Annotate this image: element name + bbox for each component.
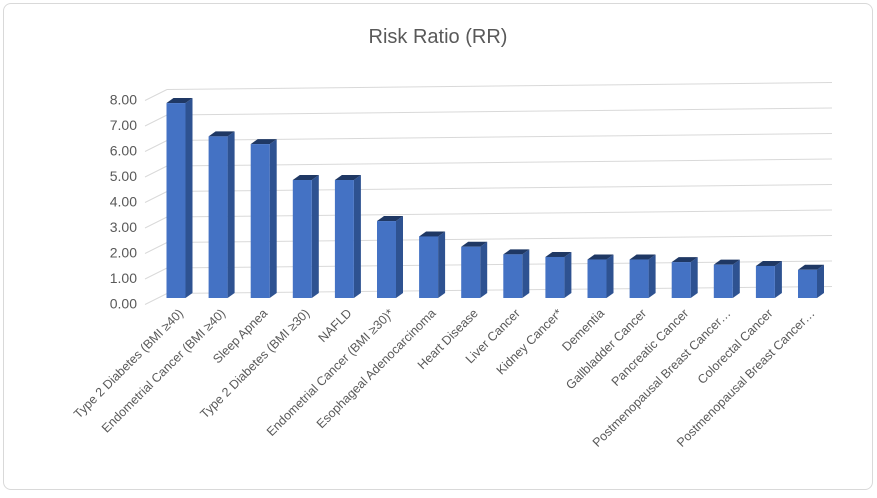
- bar: [755, 265, 775, 298]
- gridline-diagonal: [144, 89, 168, 101]
- bar-top-face: [419, 231, 446, 237]
- bar: [166, 103, 186, 298]
- bar-side-face: [606, 254, 614, 298]
- bar: [461, 246, 481, 298]
- bar-top-face: [671, 257, 698, 263]
- gridline: [166, 158, 833, 167]
- bar-top-face: [587, 254, 614, 260]
- gridline-diagonal: [144, 216, 168, 229]
- bar: [334, 180, 354, 298]
- gridline-diagonal: [144, 191, 168, 203]
- bar-side-face: [564, 251, 572, 298]
- bar: [292, 180, 312, 298]
- y-axis-tick-label: 4.00: [110, 193, 137, 209]
- bar-top-face: [755, 260, 782, 266]
- bar: [545, 256, 565, 298]
- bar-side-face: [774, 260, 782, 298]
- bar: [629, 259, 649, 298]
- y-axis-tick-label: 2.00: [110, 244, 137, 260]
- bar-top-face: [334, 175, 361, 181]
- bar-side-face: [480, 241, 488, 298]
- bar-side-face: [817, 264, 824, 298]
- bar-top-face: [545, 251, 572, 257]
- y-axis-tick-label: 1.00: [110, 270, 137, 286]
- bar: [587, 259, 607, 298]
- bar-top-face: [377, 216, 403, 222]
- bar: [419, 236, 439, 298]
- gridline: [166, 235, 833, 243]
- bar: [798, 269, 817, 298]
- y-axis-tick-label: 6.00: [110, 142, 137, 158]
- gridline: [166, 209, 833, 218]
- x-category-label: Pancreatic Cancer: [609, 306, 692, 389]
- gridline: [166, 133, 833, 141]
- y-axis-tick-label: 8.00: [110, 91, 137, 107]
- bar-top-face: [208, 131, 235, 137]
- gridline-diagonal: [144, 140, 168, 152]
- gridline: [166, 82, 833, 90]
- gridline: [166, 184, 833, 192]
- bar-top-face: [713, 259, 740, 265]
- bar: [503, 254, 523, 298]
- bar-top-face: [250, 139, 277, 145]
- bar: [671, 262, 691, 298]
- y-axis-tick-label: 5.00: [110, 168, 137, 184]
- y-axis-tick-label: 3.00: [110, 219, 137, 235]
- bar-side-face: [396, 216, 403, 298]
- bar-top-face: [503, 249, 530, 255]
- x-category-label: Gallbladder Cancer: [563, 306, 649, 392]
- gridline-diagonal: [144, 114, 168, 127]
- bar: [250, 144, 270, 298]
- gridline-diagonal: [144, 165, 168, 178]
- y-axis-tick-label: 7.00: [110, 117, 137, 133]
- bar-side-face: [227, 131, 235, 298]
- bar-side-face: [522, 249, 530, 298]
- bar-side-face: [311, 175, 319, 298]
- gridline-diagonal: [144, 293, 168, 305]
- bar: [377, 221, 396, 298]
- bar-side-face: [732, 259, 740, 298]
- bar-top-face: [461, 241, 488, 247]
- bar-side-face: [648, 254, 656, 298]
- y-axis-tick-label: 0.00: [110, 295, 137, 311]
- x-category-label: NAFLD: [316, 306, 355, 345]
- x-category-label: Colorectal Cancer: [695, 306, 776, 387]
- bar-top-face: [292, 175, 319, 181]
- bar: [713, 264, 733, 298]
- bar-top-face: [798, 264, 824, 270]
- gridline-diagonal: [144, 242, 168, 254]
- gridline-diagonal: [144, 267, 168, 280]
- risk-ratio-bar-chart: 0.001.002.003.004.005.006.007.008.00Type…: [71, 82, 833, 450]
- bar-side-face: [438, 231, 446, 298]
- chart-canvas: Risk Ratio (RR) 0.00 1.00 2.00 3.00 4.00 5.00…: [3, 3, 873, 490]
- bar-side-face: [690, 257, 698, 298]
- gridline: [166, 107, 833, 116]
- bar-side-face: [185, 98, 193, 298]
- bar-side-face: [269, 139, 277, 298]
- bar: [208, 136, 228, 298]
- bar-top-face: [629, 254, 656, 260]
- chart-title: Risk Ratio (RR): [368, 26, 508, 48]
- bar-top-face: [166, 98, 193, 104]
- bar-side-face: [353, 175, 361, 298]
